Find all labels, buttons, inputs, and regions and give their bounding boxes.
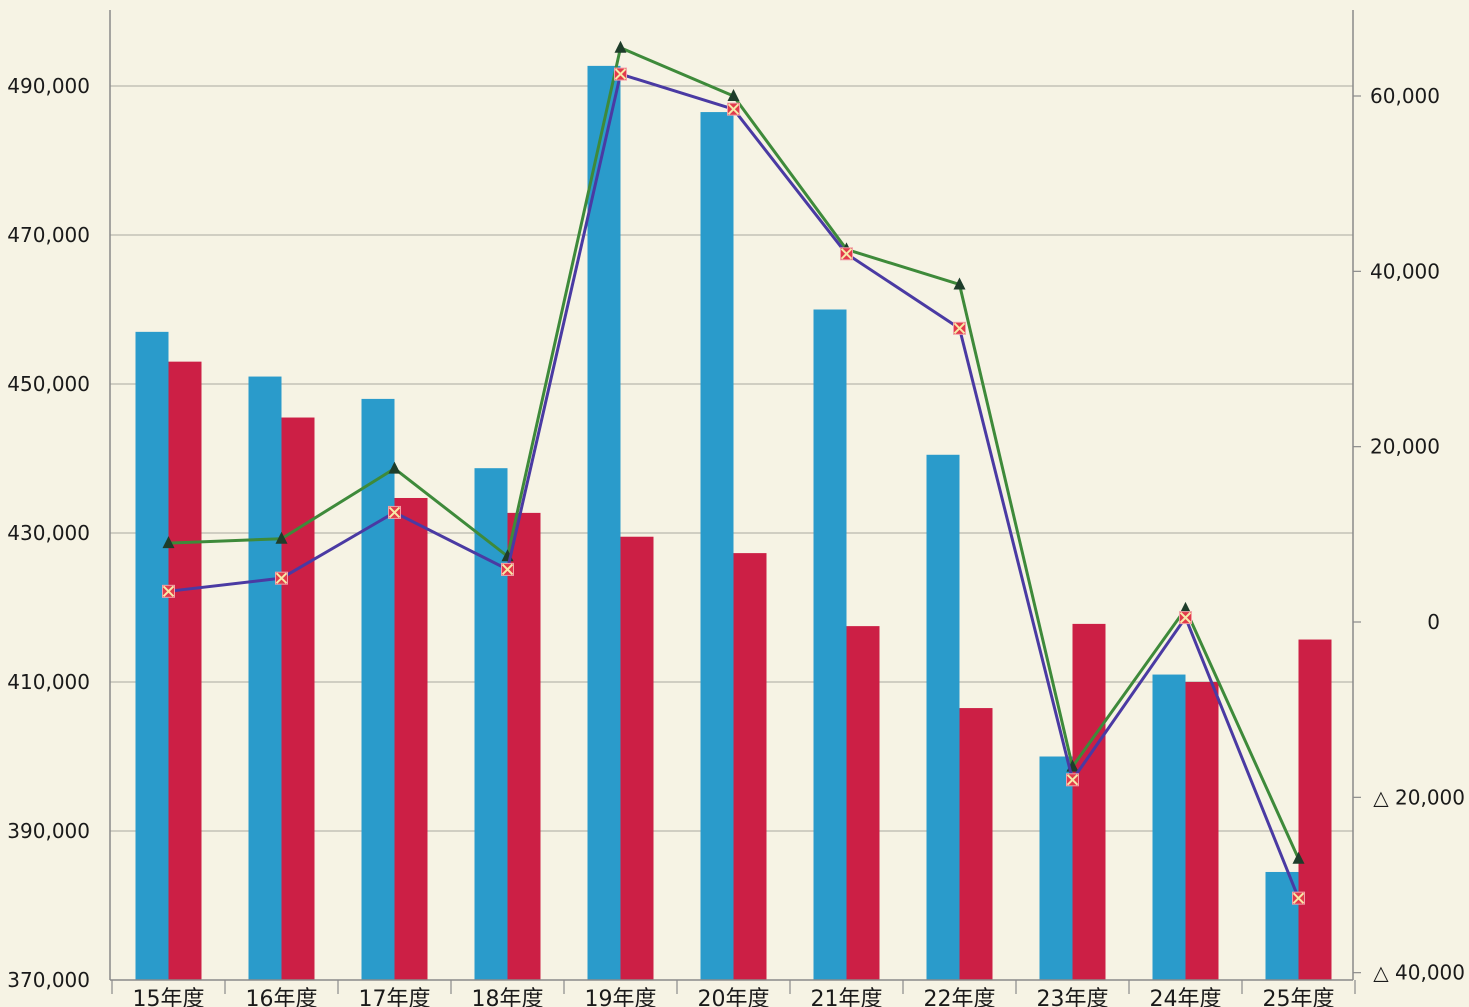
bar-series2-8 [959, 708, 993, 980]
bar-series2-5 [620, 536, 654, 980]
x-tick-label: 22年度 [924, 987, 996, 1007]
left-tick-label: 370,000 [7, 968, 90, 992]
left-tick-label: 490,000 [7, 74, 90, 98]
line-series1-marker-8 [953, 277, 966, 290]
bar-series2-9 [1072, 623, 1106, 980]
bar-series1-10 [1152, 674, 1186, 980]
line-series1-marker-1 [162, 536, 175, 549]
bar-series1-6 [700, 112, 734, 980]
x-tick-label: 18年度 [472, 987, 544, 1007]
left-tick-label: 390,000 [7, 819, 90, 843]
x-tick-label: 19年度 [585, 987, 657, 1007]
axes [109, 10, 1361, 994]
line-series2-marker-4 [501, 562, 514, 576]
line-series2-marker-7 [840, 247, 853, 261]
line-series1-marker-11 [1292, 851, 1305, 864]
line-series1-marker-6 [727, 89, 740, 101]
left-tick-label: 410,000 [7, 670, 90, 694]
left-tick-label: 450,000 [7, 372, 90, 396]
right-axis-ticks: △ 40,000 △ 20,000 0 20,000 40,000 60,000 [1370, 84, 1465, 985]
left-tick-label: 470,000 [7, 223, 90, 247]
bar-series1-3 [361, 398, 395, 980]
right-tick-label: 0 [1427, 610, 1440, 634]
bar-series2-1 [168, 361, 202, 980]
bar-series [135, 65, 1332, 981]
line-series2-marker-5 [614, 67, 627, 81]
line-series2-marker-11 [1292, 891, 1305, 905]
bar-series1-7 [813, 309, 847, 980]
line-series [162, 40, 1305, 905]
bar-series2-3 [394, 497, 428, 980]
line-series1-marker-10 [1179, 601, 1192, 614]
left-tick-label: 430,000 [7, 521, 90, 545]
x-tick-label: 21年度 [811, 987, 883, 1007]
x-tick-label: 23年度 [1037, 987, 1109, 1007]
line-series1-marker-5 [614, 40, 627, 53]
bar-series1-2 [248, 376, 282, 980]
bar-series1-8 [926, 454, 960, 980]
x-tick-label: 25年度 [1263, 987, 1335, 1007]
x-tick-label: 17年度 [359, 987, 431, 1007]
x-tick-label: 20年度 [698, 987, 770, 1007]
x-tick-label: 24年度 [1150, 987, 1222, 1007]
bar-series2-2 [281, 417, 315, 980]
x-tick-label: 15年度 [133, 987, 205, 1007]
right-tick-label: △ 40,000 [1373, 961, 1465, 985]
bar-series1-11 [1265, 871, 1299, 980]
line-series1-marker-2 [275, 531, 288, 544]
right-tick-label: 60,000 [1370, 84, 1440, 108]
x-tick-label: 16年度 [246, 987, 318, 1007]
line-series2-marker-9 [1066, 773, 1079, 787]
line-series1-marker-3 [388, 461, 401, 474]
line-series2-marker-3 [388, 505, 401, 519]
right-tick-label: 40,000 [1370, 259, 1440, 283]
x-axis-ticks: 15年度 16年度 17年度 18年度 19年度 20年度 21年度 22年度 23年度 24年度… [133, 987, 1335, 1007]
bar-series2-10 [1185, 682, 1219, 980]
right-tick-label: △ 20,000 [1373, 785, 1465, 809]
left-axis-ticks: 370,000 390,000 410,000 430,000 450,000 470,0… [7, 74, 90, 992]
bar-series2-6 [733, 553, 767, 980]
bar-series1-5 [587, 65, 621, 980]
right-tick-label: 20,000 [1370, 435, 1440, 459]
line-series2-marker-8 [953, 321, 966, 335]
bar-series1-1 [135, 331, 169, 981]
line-series2-marker-1 [162, 584, 175, 598]
line-series2-marker-10 [1179, 611, 1192, 625]
line-series2-marker-6 [727, 102, 740, 116]
bar-series2-4 [507, 512, 541, 980]
bar-series2-11 [1298, 639, 1332, 980]
line-series2-marker-2 [275, 571, 288, 585]
bar-series1-9 [1039, 756, 1073, 980]
bar-series2-7 [846, 626, 880, 980]
